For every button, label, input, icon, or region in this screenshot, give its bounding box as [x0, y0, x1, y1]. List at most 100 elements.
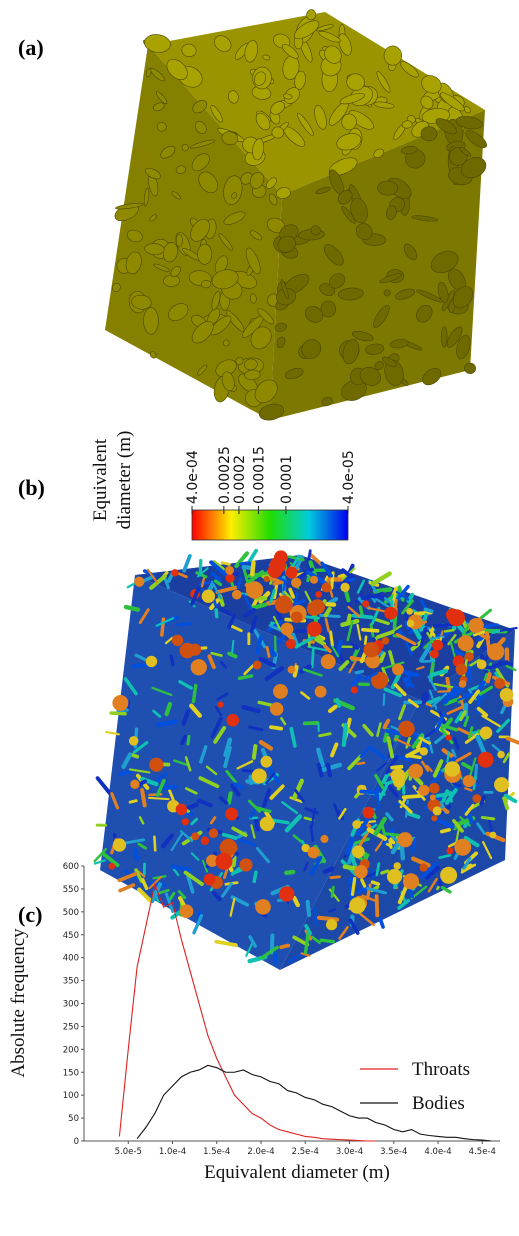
grain — [359, 366, 381, 386]
grain — [143, 187, 150, 207]
throat — [439, 827, 452, 834]
body — [315, 591, 323, 598]
body — [489, 831, 497, 839]
grain — [320, 300, 337, 318]
grain — [324, 45, 342, 64]
grain — [463, 106, 471, 114]
throat — [449, 640, 457, 661]
throat — [359, 789, 378, 795]
throat — [255, 635, 263, 655]
throat — [442, 685, 458, 705]
grain — [420, 126, 438, 142]
throat — [366, 887, 388, 895]
throat — [152, 709, 162, 718]
throat — [304, 590, 313, 606]
throat — [137, 779, 147, 787]
colorbar — [191, 509, 349, 541]
throat — [451, 781, 462, 788]
throat — [231, 639, 235, 654]
colorbar-tick-label: 0.0002 — [232, 455, 248, 504]
throat — [207, 654, 216, 670]
throat — [502, 752, 511, 764]
body — [128, 736, 139, 746]
throat — [399, 842, 406, 861]
throat — [198, 776, 220, 789]
throat — [220, 561, 231, 566]
body — [444, 761, 461, 777]
body — [314, 685, 327, 698]
throat — [363, 635, 368, 646]
throat — [365, 883, 372, 900]
body — [269, 702, 284, 716]
body — [494, 677, 506, 689]
throat — [468, 689, 481, 704]
body — [239, 858, 253, 872]
throat — [241, 564, 254, 571]
throat — [382, 692, 386, 706]
throat — [429, 668, 449, 678]
throat — [340, 568, 356, 581]
body — [190, 659, 207, 676]
grain — [456, 334, 471, 360]
body — [352, 820, 362, 829]
throat — [284, 869, 296, 876]
throat — [421, 693, 430, 705]
grain — [145, 68, 152, 78]
y-tick-label: 250 — [63, 1022, 79, 1032]
throat — [397, 883, 409, 905]
throat — [182, 554, 192, 573]
throat — [186, 734, 191, 746]
body — [215, 852, 233, 870]
throat — [209, 560, 229, 577]
throat — [214, 608, 219, 619]
body — [263, 576, 270, 583]
body — [179, 642, 196, 659]
throat — [239, 561, 251, 566]
body — [429, 649, 439, 659]
throat — [446, 751, 450, 764]
grain — [249, 293, 257, 304]
body — [259, 816, 275, 832]
throat — [236, 577, 243, 589]
throat — [309, 855, 323, 876]
throat — [372, 587, 393, 594]
grain — [112, 282, 121, 292]
grain — [452, 286, 474, 309]
y-tick-label: 200 — [63, 1045, 79, 1055]
throat — [255, 846, 271, 864]
grain — [277, 235, 296, 253]
throat — [464, 787, 473, 792]
throat — [282, 579, 287, 591]
x-tick-label: 2.5e-4 — [292, 1147, 319, 1157]
grain — [430, 250, 459, 274]
throat — [190, 586, 201, 606]
throat — [287, 951, 305, 964]
throat — [199, 745, 208, 764]
throat — [249, 602, 268, 611]
throat — [500, 704, 507, 715]
throat — [350, 854, 358, 868]
body — [497, 750, 505, 759]
throat — [491, 660, 509, 668]
grain — [191, 153, 210, 172]
throat — [426, 764, 433, 773]
body — [280, 622, 294, 636]
throat — [427, 675, 437, 691]
throat — [300, 691, 311, 700]
throat — [329, 630, 334, 647]
body — [274, 595, 293, 614]
throat — [456, 692, 475, 702]
throat — [395, 584, 410, 601]
throat — [245, 942, 254, 957]
grain — [400, 61, 419, 78]
x-tick-label: 3.5e-4 — [380, 1147, 407, 1157]
grain — [383, 289, 391, 297]
body — [290, 611, 303, 623]
throat — [249, 615, 258, 634]
throat — [357, 831, 369, 848]
throat — [180, 734, 188, 746]
grain — [389, 339, 409, 349]
throat — [221, 832, 238, 840]
grain — [175, 165, 187, 174]
throat — [196, 798, 213, 808]
